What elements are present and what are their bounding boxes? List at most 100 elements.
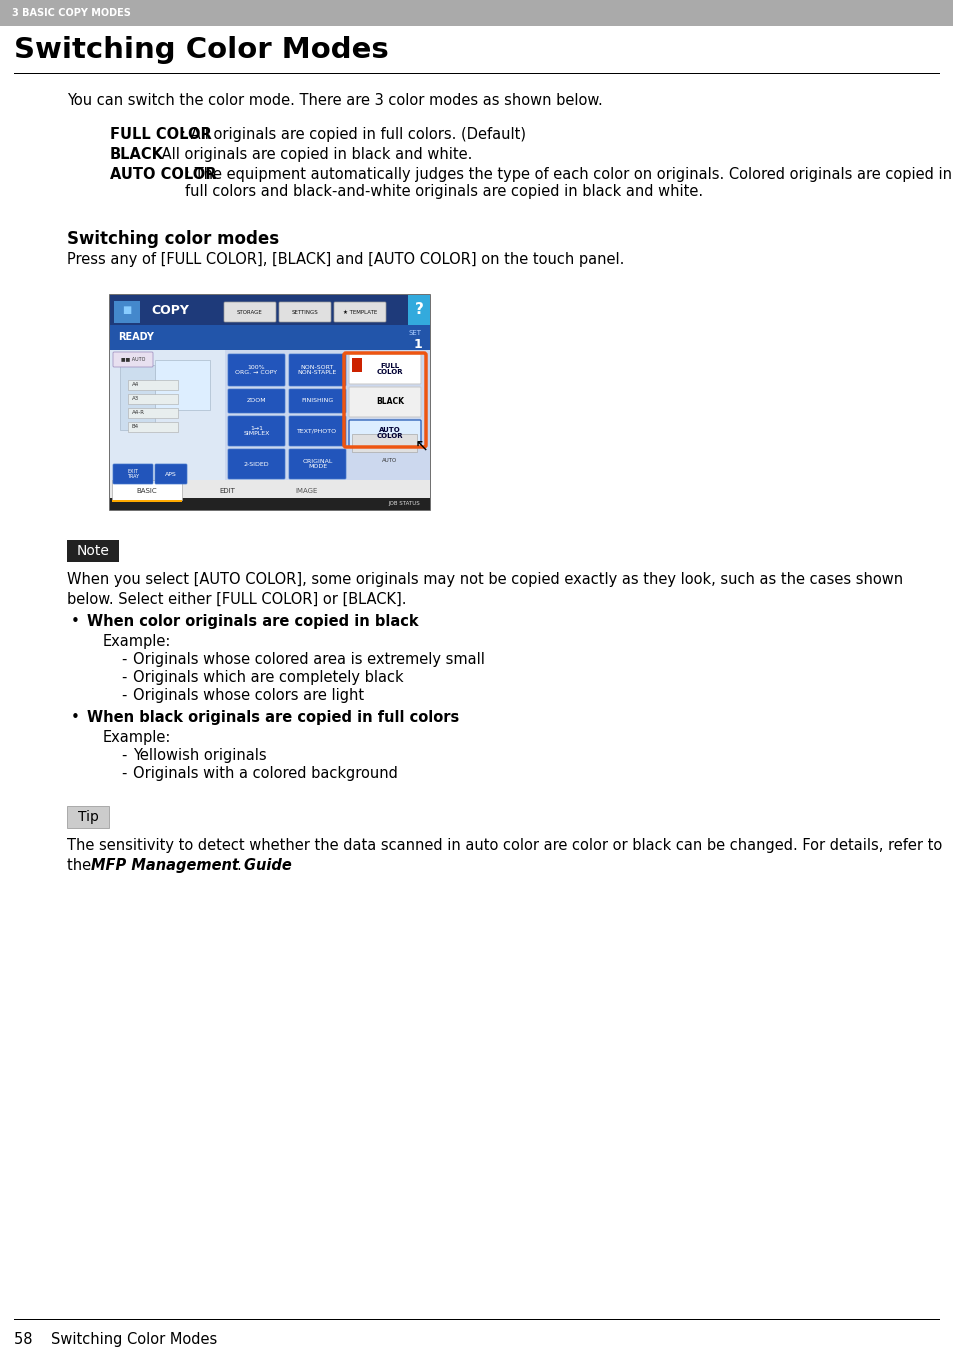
FancyBboxPatch shape <box>289 416 346 446</box>
Bar <box>67 540 119 562</box>
Text: You can switch the color mode. There are 3 color modes as shown below.: You can switch the color mode. There are… <box>67 93 602 108</box>
FancyBboxPatch shape <box>154 463 187 484</box>
Text: ↖: ↖ <box>415 436 429 454</box>
Text: ■■ AUTO: ■■ AUTO <box>121 357 145 362</box>
FancyBboxPatch shape <box>112 353 152 367</box>
Text: : All originals are copied in black and white.: : All originals are copied in black and … <box>152 147 472 162</box>
Bar <box>14 73 939 74</box>
Text: IMAGE: IMAGE <box>295 488 318 494</box>
FancyBboxPatch shape <box>228 416 285 446</box>
Text: When color originals are copied in black: When color originals are copied in black <box>87 613 418 630</box>
Text: The sensitivity to detect whether the data scanned in auto color are color or bl: The sensitivity to detect whether the da… <box>67 838 942 852</box>
Text: JOB STATUS: JOB STATUS <box>388 501 419 507</box>
Bar <box>128 422 178 432</box>
FancyBboxPatch shape <box>112 463 152 484</box>
Text: MFP Management Guide: MFP Management Guide <box>91 858 292 873</box>
Text: : The equipment automatically judges the type of each color on originals. Colore: : The equipment automatically judges the… <box>185 168 951 200</box>
Text: APS: APS <box>165 471 176 477</box>
Text: the: the <box>67 858 95 873</box>
Text: Originals which are completely black: Originals which are completely black <box>132 670 403 685</box>
Text: AUTO COLOR: AUTO COLOR <box>110 168 216 182</box>
Text: •: • <box>71 613 80 630</box>
Bar <box>352 358 361 372</box>
FancyBboxPatch shape <box>278 303 331 322</box>
Text: : All originals are copied in full colors. (Default): : All originals are copied in full color… <box>181 127 525 142</box>
Text: EXIT
TRAY: EXIT TRAY <box>127 469 139 480</box>
Text: FULL
COLOR: FULL COLOR <box>376 362 403 376</box>
Text: Switching color modes: Switching color modes <box>67 230 279 249</box>
Text: 1→1
SIMPLEX: 1→1 SIMPLEX <box>243 426 270 436</box>
Text: Tip: Tip <box>77 811 98 824</box>
Text: BLACK: BLACK <box>110 147 164 162</box>
Text: -: - <box>121 653 126 667</box>
FancyBboxPatch shape <box>289 449 346 480</box>
Text: Example:: Example: <box>103 730 172 744</box>
Bar <box>120 365 154 430</box>
Bar <box>67 807 109 828</box>
Text: -: - <box>121 748 126 763</box>
Text: FINISHING: FINISHING <box>301 399 334 404</box>
Text: COPY: COPY <box>151 304 189 316</box>
Text: 100%
ORG. → COPY: 100% ORG. → COPY <box>235 365 277 376</box>
FancyBboxPatch shape <box>349 386 420 417</box>
Text: AUTO: AUTO <box>382 458 397 463</box>
Text: -: - <box>121 766 126 781</box>
Text: 58    Switching Color Modes: 58 Switching Color Modes <box>14 1332 217 1347</box>
FancyBboxPatch shape <box>289 354 346 386</box>
Text: SET: SET <box>409 330 421 336</box>
Text: Yellowish originals: Yellowish originals <box>132 748 266 763</box>
Text: READY: READY <box>118 332 153 343</box>
Text: ZOOM: ZOOM <box>247 399 266 404</box>
Text: A4: A4 <box>132 382 139 388</box>
Text: AUTO
COLOR: AUTO COLOR <box>376 427 403 439</box>
Bar <box>352 434 416 453</box>
Text: -: - <box>121 688 126 703</box>
Text: ■: ■ <box>122 305 132 315</box>
Text: TEXT/PHOTO: TEXT/PHOTO <box>297 428 337 434</box>
Text: A4-R: A4-R <box>132 411 145 416</box>
Text: STORAGE: STORAGE <box>237 309 263 315</box>
Bar <box>128 394 178 404</box>
Text: BASIC: BASIC <box>136 488 157 494</box>
Text: Originals with a colored background: Originals with a colored background <box>132 766 397 781</box>
Bar <box>113 301 140 323</box>
Bar <box>110 480 430 500</box>
Bar <box>110 295 430 509</box>
FancyBboxPatch shape <box>349 354 420 384</box>
Text: ORIGINAL
MODE: ORIGINAL MODE <box>302 458 333 469</box>
Text: 3 BASIC COPY MODES: 3 BASIC COPY MODES <box>12 8 131 18</box>
Text: NON-SORT
NON-STAPLE: NON-SORT NON-STAPLE <box>297 365 336 376</box>
Text: below. Select either [FULL COLOR] or [BLACK].: below. Select either [FULL COLOR] or [BL… <box>67 592 406 607</box>
Text: -: - <box>121 670 126 685</box>
Text: When black originals are copied in full colors: When black originals are copied in full … <box>87 711 458 725</box>
FancyBboxPatch shape <box>228 389 285 413</box>
Bar <box>110 295 430 326</box>
Text: •: • <box>71 711 80 725</box>
Bar <box>0 0 953 26</box>
Text: 1: 1 <box>413 339 421 351</box>
Text: Switching Color Modes: Switching Color Modes <box>14 36 388 63</box>
Bar <box>110 499 430 509</box>
Bar <box>110 350 430 480</box>
Bar <box>128 408 178 417</box>
Bar <box>128 380 178 390</box>
FancyBboxPatch shape <box>349 420 420 447</box>
Text: Originals whose colors are light: Originals whose colors are light <box>132 688 364 703</box>
FancyBboxPatch shape <box>228 354 285 386</box>
Text: ?: ? <box>415 303 423 317</box>
Text: Note: Note <box>76 544 110 558</box>
Text: When you select [AUTO COLOR], some originals may not be copied exactly as they l: When you select [AUTO COLOR], some origi… <box>67 571 902 586</box>
Text: Press any of [FULL COLOR], [BLACK] and [AUTO COLOR] on the touch panel.: Press any of [FULL COLOR], [BLACK] and [… <box>67 253 623 267</box>
Text: SETTINGS: SETTINGS <box>292 309 318 315</box>
Text: BLACK: BLACK <box>375 397 403 407</box>
Text: ★ TEMPLATE: ★ TEMPLATE <box>342 309 376 315</box>
Bar <box>14 1319 939 1320</box>
Bar <box>110 326 430 350</box>
Bar <box>112 500 182 503</box>
FancyBboxPatch shape <box>224 303 275 322</box>
Bar <box>112 480 182 500</box>
Text: FULL COLOR: FULL COLOR <box>110 127 212 142</box>
Bar <box>110 350 225 480</box>
Text: B4: B4 <box>132 424 139 430</box>
FancyBboxPatch shape <box>228 449 285 480</box>
